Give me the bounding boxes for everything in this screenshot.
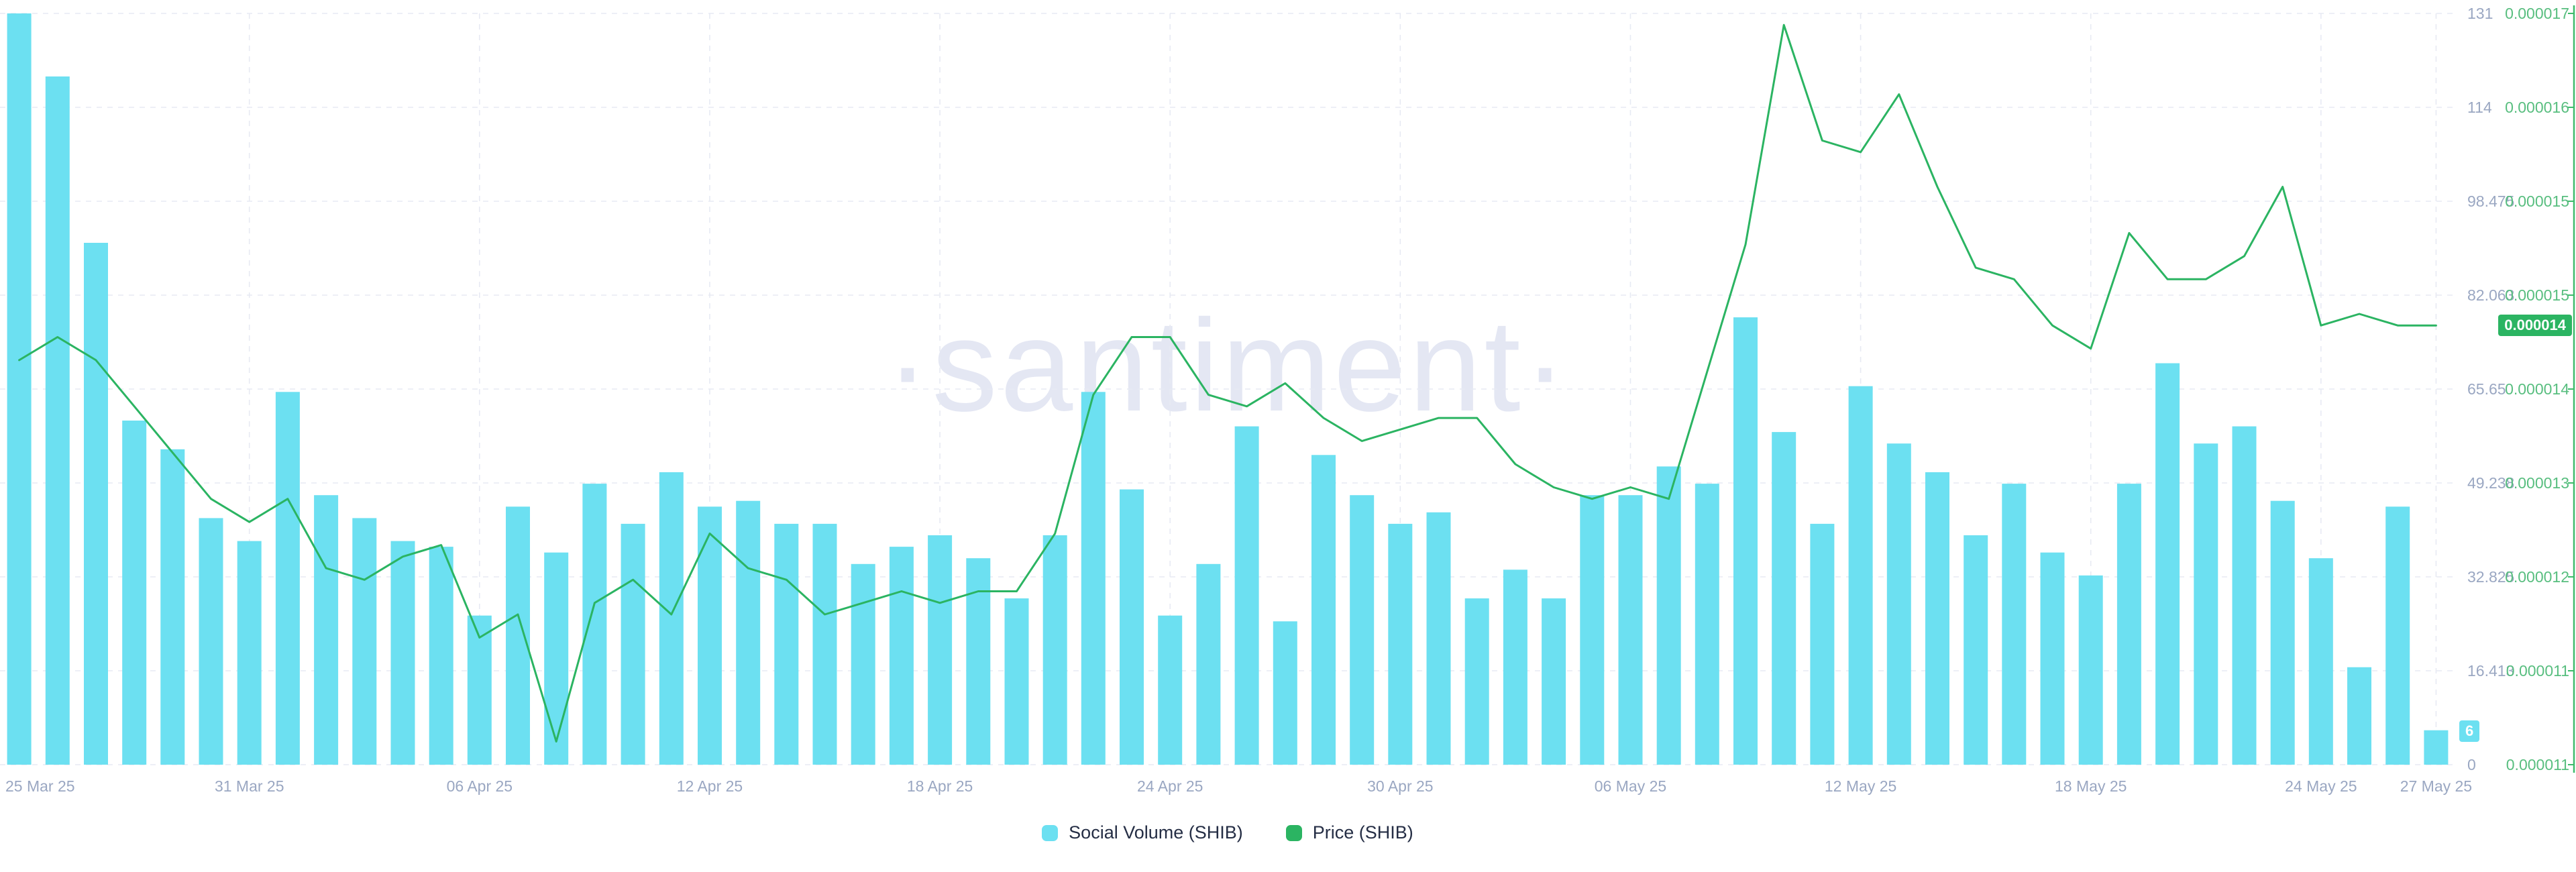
volume-bar[interactable]	[199, 518, 223, 765]
volume-bar[interactable]	[1042, 535, 1067, 765]
volume-bar[interactable]	[621, 523, 645, 765]
volume-bar[interactable]	[237, 541, 262, 765]
volume-bar[interactable]	[1886, 443, 1911, 765]
price-swatch-icon	[1285, 824, 1302, 841]
volume-bar[interactable]	[1503, 569, 1527, 765]
volume-bar[interactable]	[1426, 512, 1451, 765]
volume-bar[interactable]	[2040, 552, 2065, 765]
legend-label-social-volume: Social Volume (SHIB)	[1069, 822, 1243, 842]
volume-bar[interactable]	[467, 615, 492, 765]
volume-bar[interactable]	[1810, 523, 1835, 765]
volume-bar[interactable]	[928, 535, 953, 765]
volume-bar[interactable]	[1695, 484, 1719, 765]
legend-item-price[interactable]: Price (SHIB)	[1285, 822, 1413, 843]
volume-bar[interactable]	[160, 449, 185, 765]
volume-bar[interactable]	[1388, 523, 1413, 765]
chart-legend: Social Volume (SHIB) Price (SHIB)	[0, 822, 2455, 843]
volume-bar[interactable]	[390, 541, 415, 765]
legend-label-price: Price (SHIB)	[1312, 822, 1413, 842]
volume-bar[interactable]	[2002, 484, 2027, 765]
volume-bar[interactable]	[1964, 535, 1988, 765]
legend-item-social-volume[interactable]: Social Volume (SHIB)	[1042, 822, 1243, 843]
volume-bar[interactable]	[774, 523, 799, 765]
volume-bar[interactable]	[2116, 484, 2141, 765]
volume-bar[interactable]	[1772, 432, 1796, 765]
volume-bar[interactable]	[2232, 426, 2257, 765]
volume-bar[interactable]	[84, 243, 108, 765]
volume-bar[interactable]	[1925, 472, 1949, 765]
price-line[interactable]	[18, 23, 2437, 743]
volume-bar[interactable]	[1004, 598, 1029, 765]
volume-bar[interactable]	[2194, 443, 2218, 765]
volume-bar[interactable]	[2155, 363, 2180, 765]
volume-bar[interactable]	[506, 506, 530, 765]
volume-bar[interactable]	[429, 547, 453, 765]
volume-bar[interactable]	[2270, 500, 2295, 765]
volume-bar[interactable]	[1273, 621, 1297, 765]
volume-bar[interactable]	[1464, 598, 1489, 765]
social-volume-swatch-icon	[1042, 824, 1059, 841]
volume-bar[interactable]	[582, 484, 607, 765]
volume-bar[interactable]	[45, 76, 70, 765]
volume-bar[interactable]	[1350, 495, 1375, 765]
volume-bar[interactable]	[1733, 317, 1758, 765]
volume-bar[interactable]	[966, 558, 991, 765]
volume-bar[interactable]	[2385, 506, 2410, 765]
price-current-badge: 0.000014	[2498, 315, 2572, 337]
volume-bar[interactable]	[1656, 466, 1681, 765]
social-volume-bars	[7, 13, 2449, 765]
volume-bar[interactable]	[2078, 575, 2103, 765]
price-axis-line	[2568, 5, 2575, 773]
volume-bar[interactable]	[851, 563, 875, 765]
volume-bar[interactable]	[1196, 563, 1221, 765]
volume-bar[interactable]	[7, 13, 32, 765]
volume-bar[interactable]	[314, 495, 339, 765]
volume-bar[interactable]	[1120, 489, 1144, 765]
volume-bar[interactable]	[2308, 558, 2333, 765]
volume-bar[interactable]	[2347, 667, 2371, 765]
volume-bar[interactable]	[1618, 495, 1643, 765]
volume-bar[interactable]	[812, 523, 837, 765]
volume-current-badge: 6	[2459, 720, 2480, 742]
volume-bar[interactable]	[889, 547, 914, 765]
volume-bar[interactable]	[1311, 455, 1336, 765]
volume-bar[interactable]	[1848, 386, 1873, 765]
volume-bar[interactable]	[352, 518, 377, 765]
volume-bar[interactable]	[659, 472, 684, 765]
santiment-watermark: ·santiment·	[885, 292, 1570, 439]
volume-bar[interactable]	[736, 500, 761, 765]
volume-bar[interactable]	[698, 506, 722, 765]
volume-bar[interactable]	[544, 552, 569, 765]
volume-bar[interactable]	[1542, 598, 1566, 765]
volume-bar[interactable]	[2424, 730, 2449, 765]
volume-bar[interactable]	[1234, 426, 1259, 765]
volume-bar[interactable]	[275, 392, 300, 765]
volume-bar[interactable]	[122, 421, 147, 765]
volume-bar[interactable]	[1081, 392, 1106, 765]
volume-bar[interactable]	[1158, 615, 1183, 765]
volume-bar[interactable]	[1580, 495, 1605, 765]
